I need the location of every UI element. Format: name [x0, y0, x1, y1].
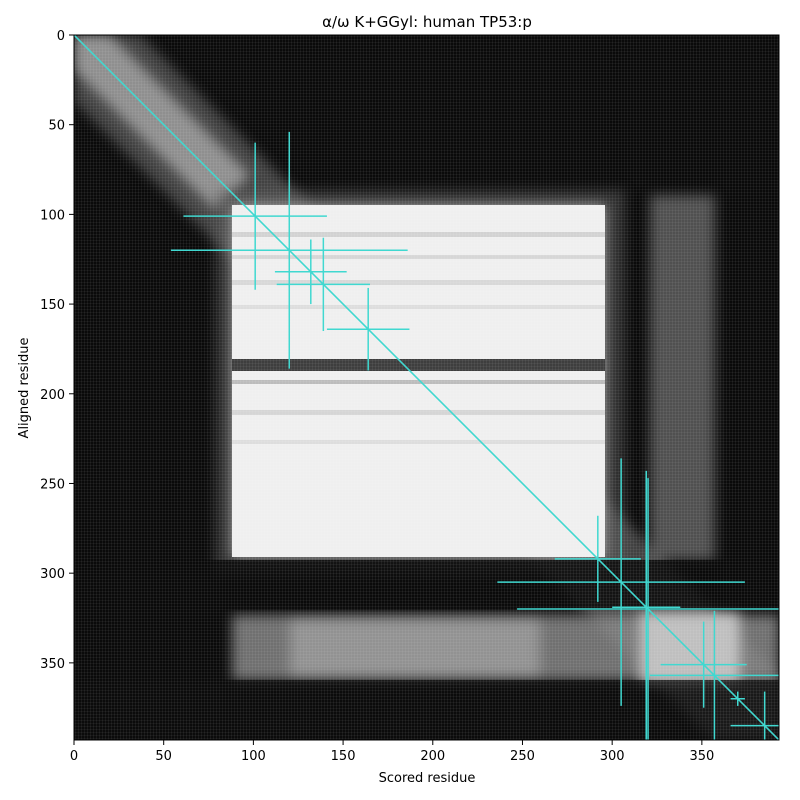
y-tick-label: 300	[40, 567, 65, 582]
y-tick-label: 0	[57, 29, 65, 44]
chart-title: α/ω K+GGyl: human TP53:p	[322, 13, 532, 31]
cross-marker-4	[276, 237, 370, 331]
diagonal-line	[74, 35, 779, 740]
y-tick-label: 250	[40, 477, 65, 492]
y-axis: 0 50 100 150 200 250 300 350	[40, 29, 74, 672]
y-tick-label: 200	[40, 388, 65, 403]
plot-frame	[73, 34, 780, 741]
cross-marker-11	[649, 610, 779, 740]
x-tick-label: 350	[689, 749, 714, 764]
cross-marker-9	[517, 478, 779, 740]
cross-marker-10	[660, 621, 747, 708]
x-tick-label: 50	[155, 749, 172, 764]
cross-marker-12	[730, 691, 745, 706]
cross-marker-13	[730, 691, 779, 740]
x-tick-label: 100	[241, 749, 266, 764]
x-tick-label: 200	[420, 749, 445, 764]
x-axis: 0 50 100 150 200 250 300 350	[70, 740, 714, 764]
overlay-layer	[74, 35, 779, 740]
cross-marker-1	[183, 142, 327, 290]
cross-marker-2	[170, 131, 408, 369]
y-tick-label: 350	[40, 657, 65, 672]
cross-marker-6	[554, 515, 641, 602]
cross-marker-3	[274, 239, 347, 305]
cross-marker-7	[497, 458, 745, 706]
y-tick-label: 150	[40, 298, 65, 313]
y-tick-label: 100	[40, 208, 65, 223]
x-tick-label: 150	[331, 749, 356, 764]
cross-marker-5	[326, 287, 410, 371]
cross-marker-8	[612, 470, 681, 740]
y-axis-label: Aligned residue	[17, 338, 32, 439]
x-axis-label: Scored residue	[379, 771, 476, 786]
x-tick-label: 0	[70, 749, 78, 764]
y-tick-label: 50	[48, 119, 65, 134]
x-tick-label: 300	[600, 749, 625, 764]
x-tick-label: 250	[510, 749, 535, 764]
